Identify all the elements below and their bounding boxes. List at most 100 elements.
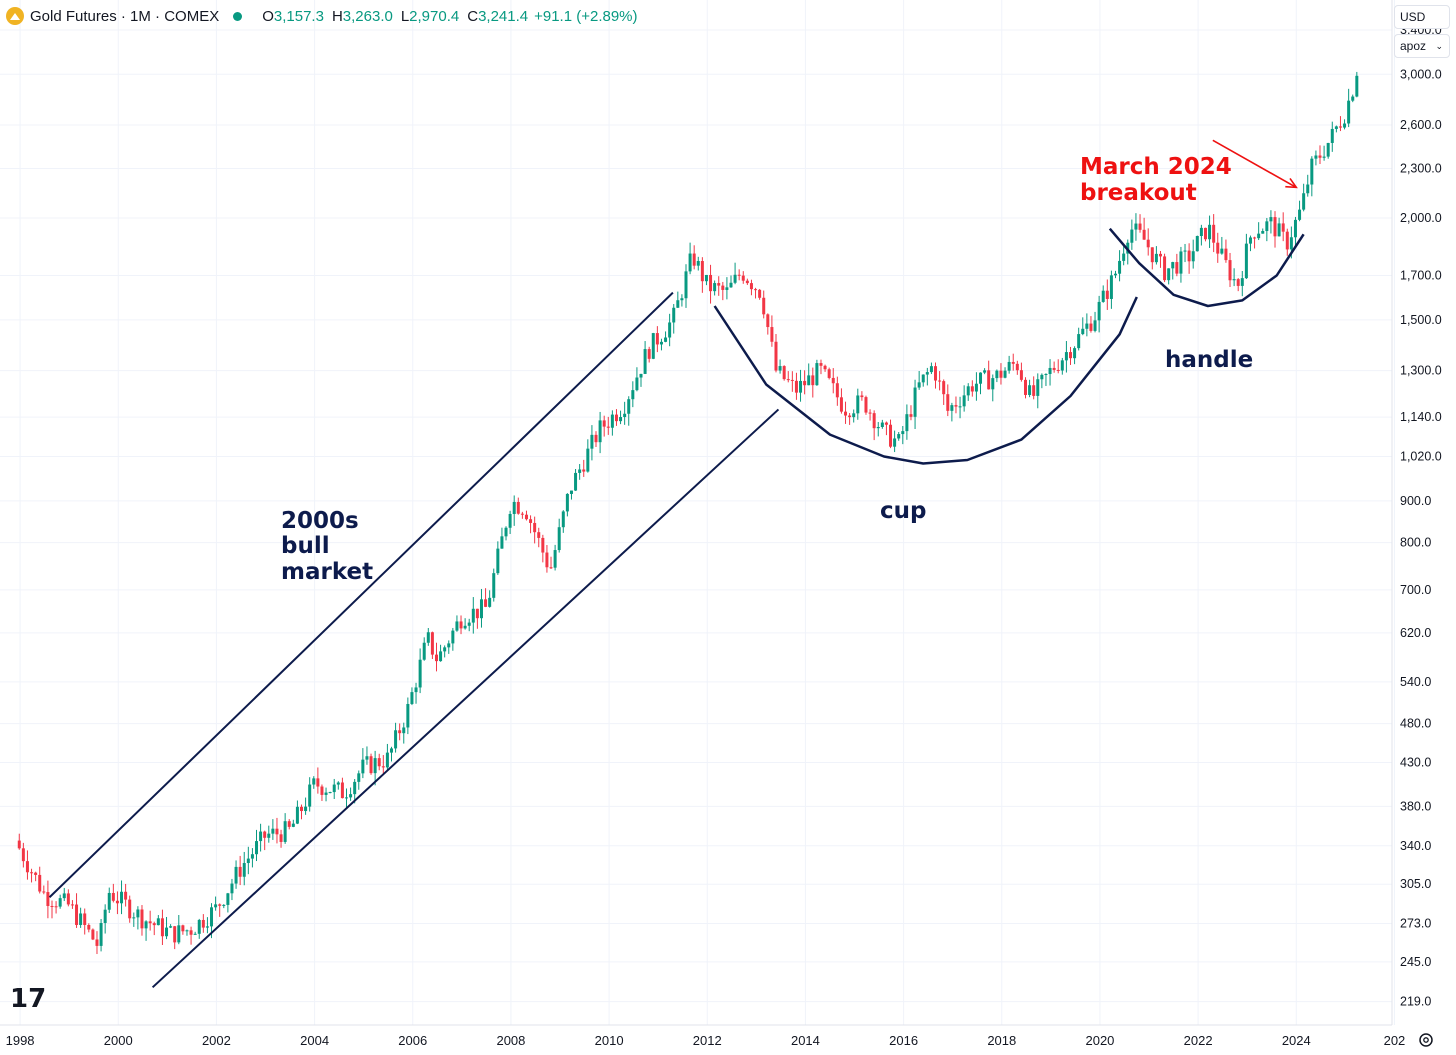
- candle-body: [214, 904, 218, 908]
- candle-body: [381, 766, 385, 768]
- time-tick-label: 2012: [693, 1033, 722, 1048]
- candle-body: [1056, 369, 1060, 371]
- time-tick-label: 2018: [987, 1033, 1016, 1048]
- candle-body: [659, 341, 663, 345]
- candle-body: [1187, 250, 1191, 262]
- candle-body: [827, 369, 831, 378]
- candle-body: [152, 923, 156, 926]
- candle-body: [496, 548, 500, 574]
- candle-body: [463, 625, 467, 629]
- candle-body: [925, 372, 929, 375]
- candle-body: [627, 399, 631, 414]
- time-tick-label: 2024: [1282, 1033, 1311, 1048]
- candle-body: [279, 834, 283, 842]
- candle-body: [197, 919, 201, 934]
- candle-body: [610, 414, 614, 428]
- candle-body: [884, 422, 888, 425]
- candle-body: [1179, 251, 1183, 274]
- candle-body: [475, 608, 479, 619]
- candle-body: [267, 833, 271, 838]
- candle-body: [709, 274, 713, 292]
- candle-body: [938, 380, 942, 382]
- candle-body: [1330, 128, 1334, 143]
- candle-body: [565, 493, 569, 512]
- tradingview-logo[interactable]: 17: [10, 984, 46, 1014]
- market-status-icon: [233, 11, 243, 21]
- candle-body: [725, 287, 729, 290]
- candle-body: [50, 906, 54, 908]
- open-value: 3,157.3: [273, 7, 324, 25]
- candle-body: [226, 893, 230, 905]
- price-tick-label: 700.0: [1400, 583, 1431, 597]
- candle-body: [1265, 221, 1269, 232]
- candle-body: [103, 909, 107, 923]
- candle-body: [99, 922, 103, 946]
- high-label: H: [331, 7, 343, 25]
- candle-body: [1281, 223, 1285, 232]
- candle-body: [1253, 237, 1257, 239]
- candle-body: [320, 786, 324, 795]
- candle-body: [1236, 279, 1240, 286]
- time-axis[interactable]: 1998 2000 2002 2004 2006 2008 2010 2012 2014 2016…: [6, 1033, 1406, 1048]
- candle-body: [271, 828, 275, 834]
- candle-body: [107, 892, 111, 910]
- candle-body: [344, 797, 348, 799]
- candle-body: [1077, 334, 1081, 349]
- price-tick-label: 620.0: [1400, 626, 1431, 640]
- candle-body: [574, 472, 578, 491]
- candle-body: [704, 274, 708, 282]
- candle-body: [1289, 237, 1293, 250]
- handle-label: handle: [1165, 347, 1253, 373]
- candle-body: [991, 378, 995, 390]
- candle-body: [42, 891, 46, 893]
- candle-body: [602, 420, 606, 427]
- price-tick-label: 1,700.0: [1400, 269, 1442, 283]
- settings-gear-icon[interactable]: [1419, 1033, 1433, 1047]
- candle-body: [230, 883, 234, 894]
- candle-body: [680, 298, 684, 301]
- candle-body: [508, 513, 512, 528]
- candle-body: [958, 406, 962, 408]
- candle-body: [582, 469, 586, 472]
- time-tick-label: 2020: [1085, 1033, 1114, 1048]
- candle-body: [553, 550, 557, 568]
- candle-body: [238, 866, 242, 877]
- candle-body: [549, 567, 553, 569]
- candle-body: [25, 861, 29, 873]
- price-tick-label: 305.0: [1400, 877, 1431, 891]
- candle-body: [165, 927, 169, 937]
- candle-body: [439, 651, 443, 662]
- candle-body: [1093, 320, 1097, 331]
- candle-body: [132, 917, 136, 919]
- candle-body: [770, 327, 774, 342]
- price-tick-label: 273.0: [1400, 917, 1431, 931]
- candle-body: [619, 417, 623, 422]
- candle-body: [169, 926, 173, 928]
- symbol-title[interactable]: Gold Futures · 1M · COMEX: [30, 7, 220, 25]
- candle-body: [995, 370, 999, 379]
- candle-body: [259, 831, 263, 842]
- price-tick-label: 1,500.0: [1400, 313, 1442, 327]
- unit-selector[interactable]: apoz ⌄: [1394, 34, 1450, 58]
- candle-body: [1326, 142, 1330, 157]
- candle-body: [1109, 275, 1113, 299]
- candle-body: [1118, 260, 1122, 274]
- candle-body: [128, 899, 132, 919]
- close-value: 3,241.4: [478, 7, 529, 25]
- candle-body: [58, 898, 62, 907]
- candle-body: [946, 394, 950, 411]
- candle-body: [349, 794, 353, 798]
- candle-body: [856, 395, 860, 414]
- channel-lower-line: [151, 408, 780, 989]
- candle-body: [823, 365, 827, 370]
- candle-body: [848, 415, 852, 418]
- close-label: C: [467, 7, 479, 25]
- candle-body: [156, 918, 160, 926]
- currency-selector[interactable]: USD: [1394, 5, 1450, 29]
- candle-body: [905, 414, 909, 432]
- price-axis[interactable]: 3,400.03,000.02,600.02,300.02,000.01,700…: [1400, 23, 1442, 1009]
- candle-body: [1003, 370, 1007, 378]
- candle-body: [533, 522, 537, 533]
- price-tick-label: 2,600.0: [1400, 118, 1442, 132]
